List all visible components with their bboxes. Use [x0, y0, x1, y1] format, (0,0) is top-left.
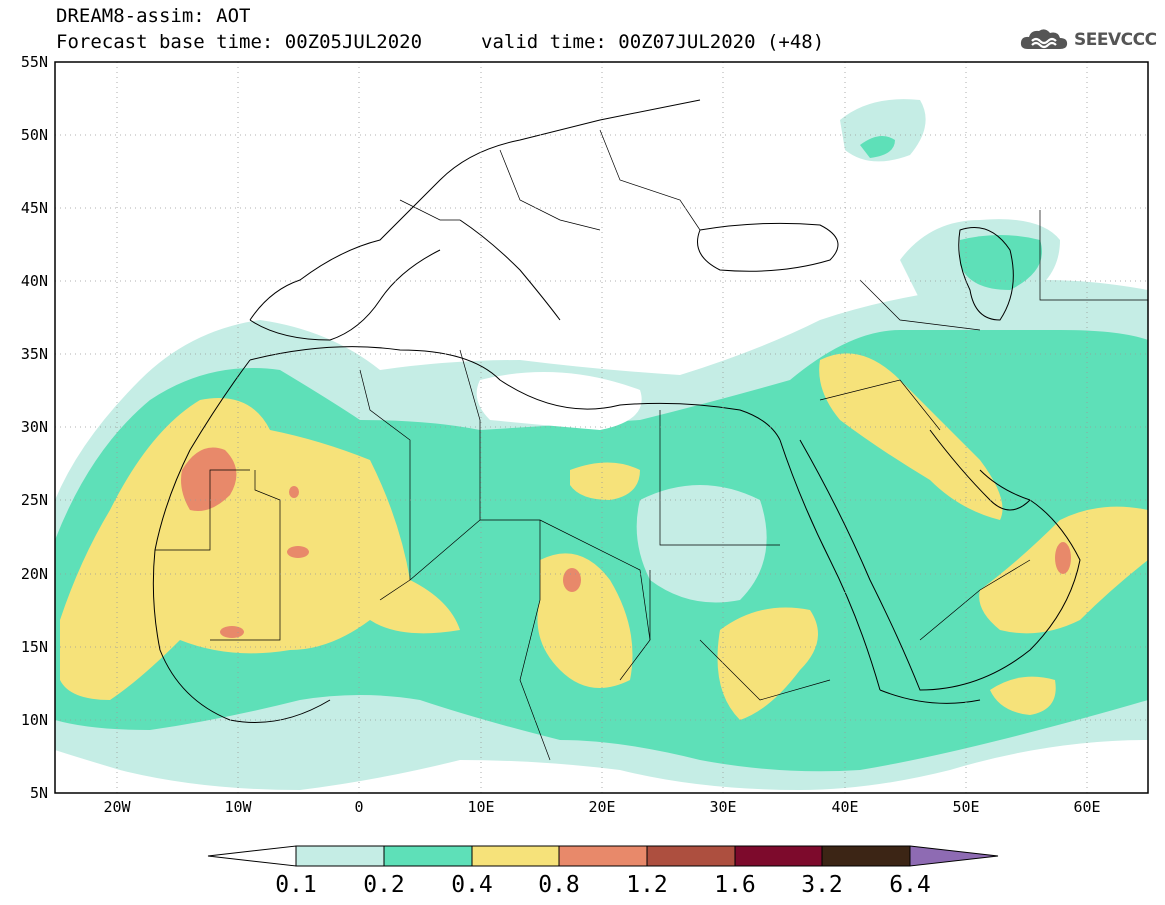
aot-contours [55, 99, 1148, 790]
aot-band-orange-senegal [220, 626, 244, 638]
lat-label: 45N [21, 199, 48, 217]
aot-band-yellow-sudan [717, 607, 818, 720]
coast-horn [879, 689, 981, 704]
coast-black-sea [697, 222, 839, 272]
lat-label: 55N [21, 53, 48, 71]
colorbar-label: 3.2 [801, 872, 843, 898]
aot-clear-egypt [636, 485, 767, 603]
coast-gulf [929, 429, 1031, 511]
lat-label: 35N [21, 345, 48, 363]
lon-label: 10W [224, 798, 252, 816]
seevccc-logo: SEEVCCC [1018, 27, 1157, 53]
lon-label: 0 [354, 798, 363, 816]
map-title: DREAM8-assim: AOT [56, 5, 251, 27]
border-4 [409, 349, 481, 581]
lon-label: 50E [952, 798, 979, 816]
longitude-axis: 20W 10W 0 10E 20E 30E 40E 50E 60E [103, 798, 1100, 816]
aot-band-orange-morocco [181, 447, 237, 511]
lat-label: 10N [21, 711, 48, 729]
aot-band-teal-north [860, 136, 895, 158]
latitude-axis: 55N 50N 45N 40N 35N 30N 25N 20N 15N 10N … [21, 53, 48, 802]
lon-label: 40E [831, 798, 858, 816]
lon-label: 60E [1073, 798, 1100, 816]
colorbar-swatch [295, 845, 385, 867]
colorbar-label: 0.4 [451, 872, 493, 898]
colorbar-swatch [821, 845, 911, 867]
colorbar-swatch [383, 845, 473, 867]
colorbar-label: 1.6 [714, 872, 756, 898]
map-frame [54, 61, 1149, 794]
lat-label: 25N [21, 491, 48, 509]
colorbar-label: 6.4 [889, 872, 931, 898]
lat-label: 30N [21, 418, 48, 436]
lat-label: 5N [30, 784, 48, 802]
colorbar-label: 0.2 [363, 872, 405, 898]
border-10 [859, 279, 981, 331]
colorbar-label: 0.1 [275, 872, 317, 898]
border-15 [399, 199, 460, 221]
lat-label: 20N [21, 565, 48, 583]
aot-band-yellow-chad [537, 553, 633, 688]
lon-label: 20E [588, 798, 615, 816]
coast-italy [459, 219, 561, 321]
colorbar-swatch [646, 845, 736, 867]
border-7 [619, 570, 651, 681]
colorbar-label: 0.8 [538, 872, 580, 898]
colorbar-low-triangle [207, 845, 297, 867]
logo-text: SEEVCCC [1074, 30, 1157, 50]
aot-band-teal-caspian [960, 235, 1042, 290]
lon-label: 30E [709, 798, 736, 816]
lat-label: 15N [21, 638, 48, 656]
lat-label: 40N [21, 272, 48, 290]
valid-time: valid time: 00Z07JUL2020 (+48) [481, 31, 825, 53]
coast-arabia [799, 439, 1081, 691]
aot-clear-libya [476, 372, 642, 430]
border-6 [659, 410, 780, 546]
coast-west-africa [152, 359, 331, 723]
coastlines [152, 99, 1081, 723]
lon-label: 20W [103, 798, 131, 816]
aot-band-orange-algeria [289, 486, 299, 498]
aot-band-orange-mali [287, 546, 309, 558]
border-11 [1039, 210, 1148, 301]
border-3 [359, 369, 411, 601]
lat-label: 50N [21, 126, 48, 144]
coast-north-africa [249, 346, 781, 441]
border-13 [499, 149, 601, 231]
forecast-base-time: Forecast base time: 00Z05JUL2020 [56, 31, 423, 53]
cloud-icon [1020, 29, 1068, 49]
aot-band-orange-oman [1055, 542, 1071, 574]
colorbar-label: 1.2 [626, 872, 668, 898]
border-9 [819, 379, 941, 431]
border-1 [155, 469, 250, 551]
border-16 [699, 639, 831, 701]
colorbar-swatch [471, 845, 560, 867]
coast-red-sea [779, 439, 881, 691]
aot-band-yellow-iraq [819, 353, 1003, 520]
aot-band-yellow-arabian-sea [990, 676, 1056, 715]
aot-band-orange-chad [563, 568, 581, 592]
colorbar-swatch [734, 845, 823, 867]
colorbar-swatch [558, 845, 648, 867]
lon-label: 10E [467, 798, 494, 816]
border-14 [599, 129, 701, 231]
gridlines [55, 62, 1148, 793]
aot-band-yellow-algeria [570, 462, 640, 500]
colorbar-high-triangle [909, 845, 999, 867]
colorbar [207, 845, 999, 867]
border-12 [919, 559, 1031, 641]
coast-iberia [249, 249, 441, 341]
aot-band-yellow-west [60, 398, 460, 700]
coast-europe [249, 99, 701, 321]
coast-caspian [958, 227, 1014, 321]
border-5 [480, 519, 651, 641]
